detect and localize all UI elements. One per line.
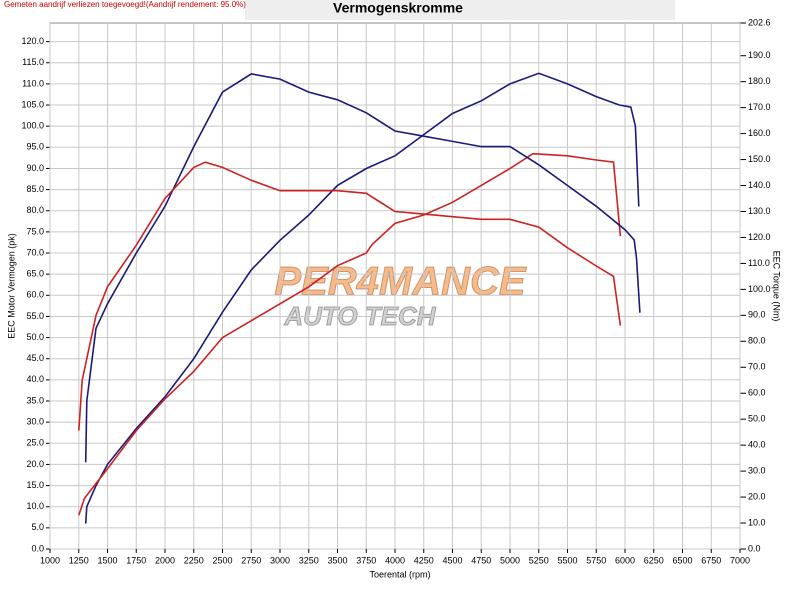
x-tick-label: 5750	[586, 555, 606, 565]
y2-tick-label: 50.0	[748, 414, 766, 424]
y-tick-label: 25.0	[26, 438, 44, 448]
x-tick-label: 5000	[500, 555, 520, 565]
y-tick-label: 60.0	[26, 290, 44, 300]
y-tick-label: 100.0	[21, 121, 44, 131]
x-tick-label: 3750	[356, 555, 376, 565]
x-tick-label: 3250	[299, 555, 319, 565]
y2-tick-label: 110.0	[748, 258, 770, 268]
x-tick-label: 5250	[529, 555, 549, 565]
y-tick-label: 105.0	[21, 99, 44, 109]
line-series	[84, 72, 640, 524]
x-axis-title: Toerental (rpm)	[369, 569, 430, 579]
y-tick-label: 45.0	[26, 353, 44, 363]
y2-tick-label: 100.0	[748, 284, 771, 294]
line-series	[78, 152, 622, 516]
y2-tick-label: 80.0	[748, 336, 766, 346]
y-tick-label: 20.0	[26, 459, 44, 469]
watermark: PER4MANCE	[274, 260, 526, 304]
y2-tick-label: 70.0	[748, 362, 766, 372]
x-tick-label: 4750	[471, 555, 491, 565]
y-tick-label: 115.0	[22, 57, 44, 67]
y-tick-label: 80.0	[26, 205, 44, 215]
y-axis-title: EEC Motor Vermogen (pk)	[6, 233, 16, 339]
y2-tick-label: 160.0	[748, 128, 771, 138]
x-tick-label: 6500	[672, 555, 692, 565]
x-tick-label: 6000	[615, 555, 635, 565]
x-tick-label: 3500	[327, 555, 347, 565]
y2-tick-label: 30.0	[748, 465, 766, 475]
y-tick-label: 65.0	[26, 269, 44, 279]
x-tick-label: 5500	[557, 555, 577, 565]
line-series	[78, 161, 622, 431]
y2-tick-label: 60.0	[748, 388, 766, 398]
y-tick-label: 50.0	[26, 332, 44, 342]
y-tick-label: 75.0	[26, 226, 44, 236]
y2-tick-label: 180.0	[748, 76, 771, 86]
x-tick-label: 1500	[97, 555, 117, 565]
x-tick-label: 2250	[184, 555, 204, 565]
y-tick-label: 110.0	[22, 78, 44, 88]
y2-tick-label: 202.6	[748, 17, 771, 27]
y-tick-label: 35.0	[26, 395, 44, 405]
x-tick-label: 1250	[69, 555, 89, 565]
y-tick-label: 55.0	[26, 311, 44, 321]
y-tick-label: 95.0	[26, 142, 44, 152]
x-tick-label: 6750	[701, 555, 721, 565]
x-tick-label: 2000	[155, 555, 175, 565]
x-tick-label: 4500	[442, 555, 462, 565]
y-tick-label: 10.0	[26, 501, 44, 511]
y-tick-label: 15.0	[26, 480, 44, 490]
x-tick-label: 4250	[414, 555, 434, 565]
x-tick-label: 4000	[385, 555, 405, 565]
x-tick-label: 3000	[270, 555, 290, 565]
y-tick-label: 120.0	[21, 36, 44, 46]
y-tick-label: 0.0	[31, 543, 44, 553]
y2-tick-label: 40.0	[748, 440, 766, 450]
x-tick-label: 6250	[644, 555, 664, 565]
y2-tick-label: 120.0	[748, 232, 771, 242]
y2-tick-label: 90.0	[748, 310, 766, 320]
y-tick-label: 90.0	[26, 163, 44, 173]
y-tick-label: 85.0	[26, 184, 44, 194]
y2-tick-label: 190.0	[748, 50, 771, 60]
x-tick-label: 1000	[40, 555, 60, 565]
y-tick-label: 30.0	[26, 417, 44, 427]
title-box	[245, 0, 675, 20]
y2-tick-label: 170.0	[748, 102, 771, 112]
note: Gemeten aandrijf verliezen toegevoegd!(A…	[4, 0, 246, 9]
y2-tick-label: 0.0	[748, 543, 761, 553]
y2-axis-title: EEC Torque (Nm)	[772, 251, 782, 322]
x-tick-label: 2500	[212, 555, 232, 565]
y2-tick-label: 20.0	[748, 491, 766, 501]
y2-tick-label: 130.0	[748, 206, 771, 216]
y-tick-label: 5.0	[31, 522, 44, 532]
y2-tick-label: 150.0	[748, 154, 771, 164]
x-tick-label: 7000	[730, 555, 750, 565]
x-tick-label: 1750	[126, 555, 146, 565]
y2-tick-label: 140.0	[748, 180, 771, 190]
y-tick-label: 70.0	[26, 247, 44, 257]
y2-tick-label: 10.0	[748, 517, 766, 527]
x-tick-label: 2750	[241, 555, 261, 565]
line-series	[84, 73, 641, 463]
watermark: AUTO TECH	[283, 301, 436, 331]
chart-title: Vermogenskromme	[333, 0, 463, 16]
y-tick-label: 40.0	[26, 374, 44, 384]
